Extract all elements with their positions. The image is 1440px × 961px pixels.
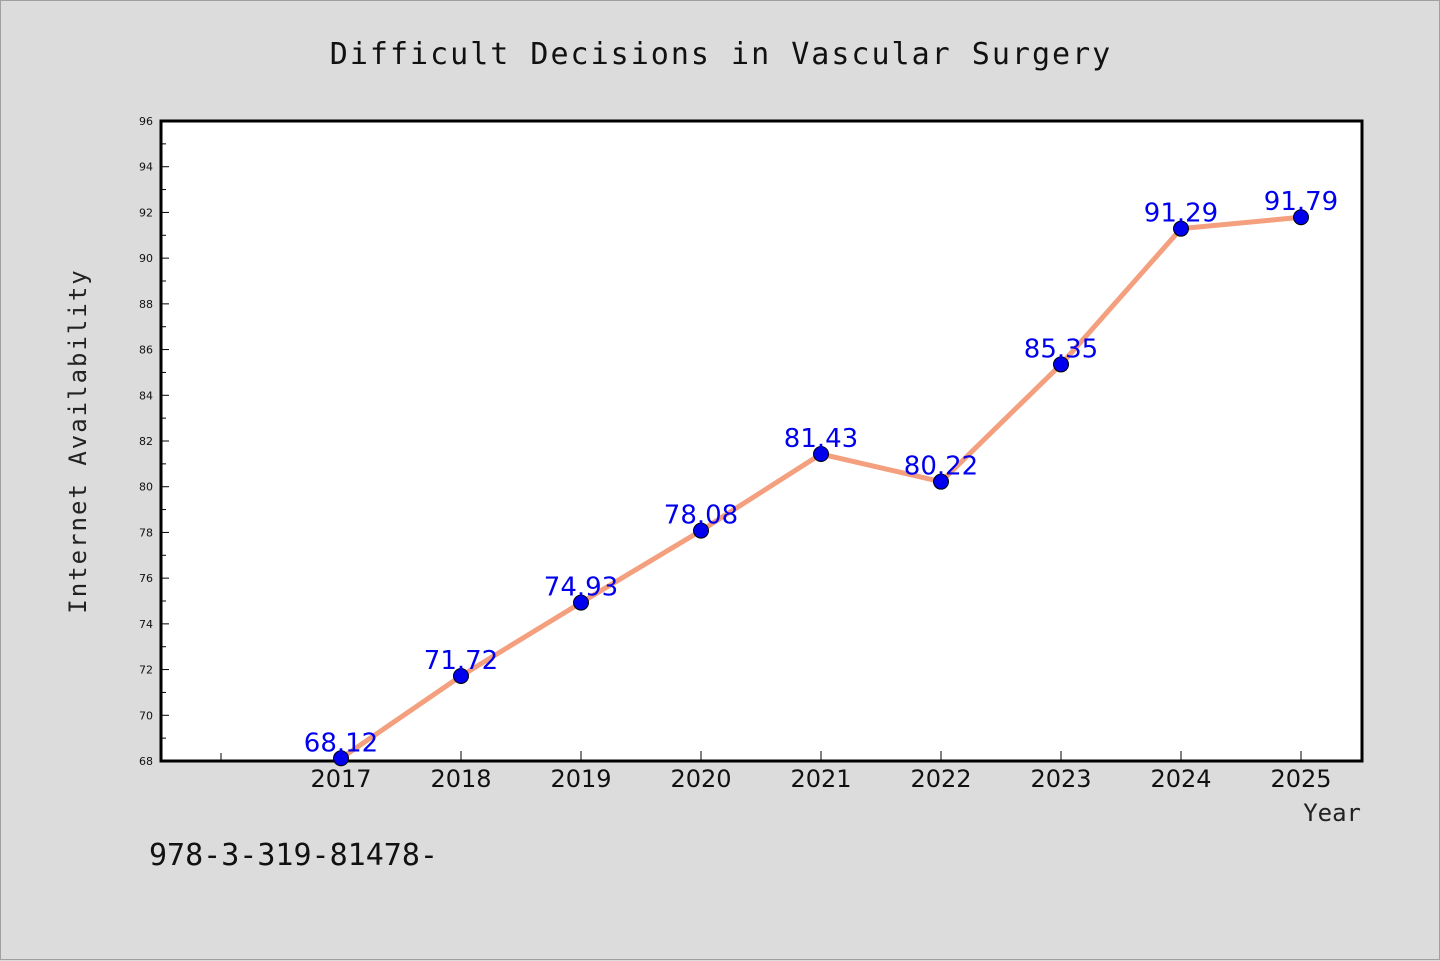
- data-point-marker: [333, 750, 349, 767]
- y-axis: 68 70 72 74 76 78 80 82 84 86 88 90 92 94 96: [139, 115, 169, 768]
- y-tick-label: 76: [139, 572, 153, 585]
- y-tick-label: 88: [139, 298, 153, 311]
- y-tick-label: 92: [139, 206, 153, 219]
- data-point-marker: [1293, 209, 1309, 226]
- data-point-marker: [1173, 220, 1189, 237]
- y-tick-label: 72: [139, 664, 153, 677]
- y-tick-label: 74: [139, 618, 153, 631]
- data-point-marker: [573, 594, 589, 611]
- data-label: 85.35: [1024, 334, 1098, 364]
- y-tick-label: 84: [139, 389, 153, 402]
- y-tick-label: 94: [139, 161, 153, 174]
- x-axis-label: Year: [1303, 799, 1361, 827]
- plot-area: [159, 119, 1364, 763]
- x-tick-label: 2025: [1270, 765, 1331, 793]
- data-label: 71.72: [424, 646, 498, 676]
- x-tick-label: 2018: [430, 765, 491, 793]
- x-tick-label: 2023: [1030, 765, 1091, 793]
- data-point-marker: [933, 473, 949, 490]
- data-label: 78.08: [664, 501, 738, 531]
- data-point-marker: [693, 522, 709, 539]
- data-label: 68.12: [304, 728, 378, 758]
- y-tick-label: 78: [139, 526, 153, 539]
- y-axis-label: Internet Availability: [64, 268, 92, 613]
- y-tick-label: 80: [139, 481, 153, 494]
- data-point-marker: [453, 667, 469, 684]
- x-tick-label: 2017: [310, 765, 371, 793]
- x-tick-label: 2022: [910, 765, 971, 793]
- data-label: 80.22: [904, 452, 978, 482]
- data-label: 91.29: [1144, 199, 1218, 229]
- x-tick-label: 2021: [790, 765, 851, 793]
- x-tick-label: 2019: [550, 765, 611, 793]
- y-tick-label: 82: [139, 435, 153, 448]
- y-tick-label: 96: [139, 115, 153, 128]
- y-tick-label: 70: [139, 709, 153, 722]
- y-tick-label: 86: [139, 344, 153, 357]
- x-tick-label: 2024: [1150, 765, 1211, 793]
- data-point-marker: [813, 446, 829, 463]
- data-label: 74.93: [544, 573, 618, 603]
- x-tick-label: 2020: [670, 765, 731, 793]
- x-axis: 2017 2018 2019 2020 2021 2022 2023 2024 2025: [220, 751, 1332, 793]
- y-tick-label: 68: [139, 755, 153, 768]
- data-point-marker: [1053, 356, 1069, 373]
- data-label: 91.79: [1264, 187, 1338, 217]
- data-label: 81.43: [784, 424, 858, 454]
- y-tick-label: 90: [139, 252, 153, 265]
- chart-title: Difficult Decisions in Vascular Surgery: [330, 37, 1112, 72]
- series-layer: 68.12 71.72 74.93 78.08 81.43 80.22 85.35 91.29…: [304, 187, 1338, 767]
- footnote-text: 978-3-319-81478-: [149, 838, 438, 873]
